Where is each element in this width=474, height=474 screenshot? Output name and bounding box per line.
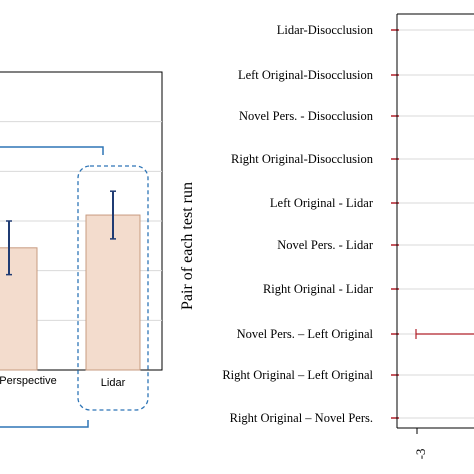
pairwise-marks — [391, 29, 474, 419]
error-bars-group — [6, 190, 116, 276]
lidar-dashed-box — [77, 165, 149, 411]
pair-label-8: Right Original – Left Original — [222, 368, 373, 382]
pair-label-2: Novel Pers. - Disocclusion — [239, 109, 374, 123]
pair-label-9: Right Original – Novel Pers. — [230, 411, 373, 425]
top-bracket — [0, 146, 104, 155]
pair-label-3: Right Original-Disocclusion — [231, 152, 374, 166]
bar-lidar — [85, 214, 141, 371]
pair-label-5: Novel Pers. - Lidar — [277, 238, 374, 252]
pair-label-0: Lidar-Disocclusion — [277, 23, 374, 37]
x-tick-label: -3 — [413, 449, 428, 460]
x-tick-label-perspective: Perspective — [0, 375, 57, 387]
pair-label-4: Left Original - Lidar — [270, 196, 374, 210]
y-axis-title: Pair of each test run — [179, 182, 196, 310]
pairwise-gridlines — [397, 29, 474, 419]
pair-label-1: Left Original-Disocclusion — [238, 68, 374, 82]
pairwise-plot-panel: Pair of each test run Lidar-Disocclusion… — [179, 13, 474, 460]
bottom-bracket — [0, 420, 89, 428]
pair-label-6: Right Original - Lidar — [263, 282, 374, 296]
pairwise-category-labels: Lidar-Disocclusion Left Original-Disocclu… — [222, 23, 374, 425]
pair-label-7: Novel Pers. – Left Original — [237, 327, 374, 341]
bars-group — [0, 214, 141, 371]
x-tick-label-lidar: Lidar — [101, 377, 126, 389]
bar-chart-panel: Perspective Lidar — [0, 71, 163, 428]
bar-perspective — [0, 247, 38, 371]
